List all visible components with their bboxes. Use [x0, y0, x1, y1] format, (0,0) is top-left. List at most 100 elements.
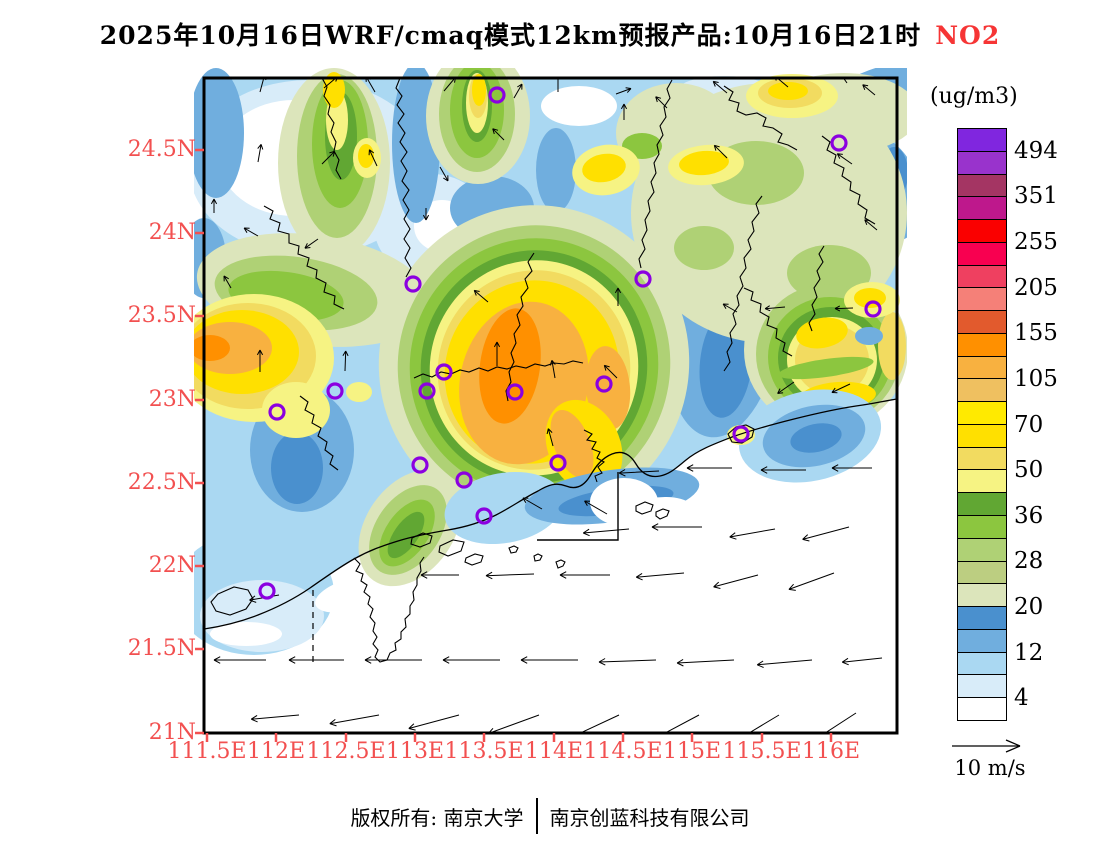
wind-arrow: [756, 659, 813, 668]
map-frame: [202, 76, 899, 735]
lat-label: 23.5N: [127, 303, 196, 328]
wind-arrow: [422, 208, 430, 221]
wind-arrow: [243, 227, 259, 237]
wind-arrow: [492, 128, 505, 141]
colorbar-tick-label: 105: [1014, 365, 1058, 392]
lon-label: 111.5E: [167, 739, 247, 764]
wind-arrow: [842, 78, 848, 84]
wind-arrow: [802, 526, 850, 542]
colorbar-segment: [958, 652, 1006, 676]
wind-arrow: [831, 383, 851, 394]
lon-label: 112.5E: [306, 739, 386, 764]
lon-label: 115.5E: [722, 739, 802, 764]
colorbar-segment: [958, 470, 1006, 494]
colorbar-segment: [958, 356, 1006, 380]
wind-arrow: [655, 96, 668, 109]
footer-owner: 版权所有: 南京大学: [350, 805, 524, 830]
station-marker: [830, 134, 848, 152]
colorbar-tick-label: 12: [1014, 639, 1044, 666]
wind-arrow: [834, 305, 854, 312]
colorbar-segment: [958, 220, 1006, 243]
page-title: 2025年10月16日WRF/cmaq模式12km预报产品:10月16日21时 N…: [0, 16, 1100, 52]
wind-arrow: [764, 305, 786, 312]
wind-arrow: [774, 78, 789, 88]
lon-label: 113E: [385, 739, 445, 764]
wind-arrow: [635, 572, 685, 581]
wind-arrow: [615, 87, 632, 95]
title-text: 2025年10月16日WRF/cmaq模式12km预报产品:10月16日21时: [99, 21, 922, 50]
wind-arrow: [250, 714, 300, 723]
lon-label: 112E: [246, 739, 306, 764]
colorbar-segment: [958, 333, 1006, 357]
wind-arrow: [408, 714, 460, 731]
station-marker: [634, 270, 652, 288]
colorbar-segment: [958, 516, 1006, 539]
wind-arrow: [256, 349, 264, 372]
wind-arrow: [729, 528, 776, 540]
wind-arrow: [582, 528, 630, 537]
wind-arrow: [223, 275, 232, 289]
wind-arrow: [288, 656, 344, 664]
wind-arrow: [213, 656, 266, 664]
wind-arrow: [676, 658, 735, 667]
colorbar-segment: [958, 265, 1006, 289]
colorbar-tick-label: 50: [1014, 457, 1044, 484]
station-marker: [411, 456, 429, 474]
wind-arrow: [420, 571, 459, 579]
wind-arrow: [364, 656, 422, 664]
station-marker: [455, 471, 473, 489]
colorbar-segment: [958, 379, 1006, 403]
colorbar-segment: [958, 629, 1006, 653]
colorbar-tick-label: 28: [1014, 548, 1044, 575]
colorbar-unit-label: (ug/m3): [930, 84, 1018, 109]
station-marker: [418, 382, 436, 400]
lat-label: 24N: [148, 220, 196, 245]
colorbar-segment: [958, 584, 1006, 608]
wind-arrow: [824, 712, 857, 733]
colorbar-tick-label: 36: [1014, 502, 1044, 529]
colorbar-segment: [958, 402, 1006, 425]
wind-arrow: [473, 289, 489, 303]
station-marker: [506, 383, 524, 401]
wind-legend-arrow-icon: [952, 739, 1021, 753]
station-marker: [326, 382, 344, 400]
lat-label: 24.5N: [127, 137, 196, 162]
title-pollutant: NO2: [935, 21, 1001, 50]
colorbar-segment: [958, 174, 1006, 198]
wind-arrow: [559, 571, 610, 579]
lon-label: 113.5E: [444, 739, 524, 764]
wind-arrow: [442, 656, 500, 664]
colorbar-segment: [958, 447, 1006, 471]
colorbar-tick-label: 494: [1014, 137, 1058, 164]
wind-arrow: [664, 714, 700, 733]
colorbar-tick-label: 351: [1014, 183, 1058, 210]
wind-arrow: [571, 714, 620, 733]
station-marker: [475, 507, 493, 525]
station-marker: [549, 454, 567, 472]
wind-arrow: [862, 84, 876, 96]
wind-legend-label: 10 m/s: [954, 756, 1026, 780]
station-marker: [864, 300, 882, 318]
colorbar-tick-label: 255: [1014, 229, 1058, 256]
lat-label: 22.5N: [127, 470, 196, 495]
colorbar-segment: [958, 242, 1006, 266]
wind-arrow: [777, 381, 795, 394]
colorbar-tick-label: 70: [1014, 411, 1044, 438]
colorbar-segment: [958, 538, 1006, 562]
colorbar-segment: [958, 424, 1006, 448]
station-marker: [435, 363, 453, 381]
colorbar-tick-label: 20: [1014, 594, 1044, 620]
wind-arrow: [620, 103, 628, 120]
wind-arrow: [686, 464, 732, 472]
colorbar: [957, 128, 1007, 721]
wind-arrow: [210, 198, 218, 213]
colorbar-segment: [958, 151, 1006, 175]
wind-arrow: [831, 464, 872, 472]
wind-arrow: [493, 341, 501, 366]
wind-arrow: [760, 466, 806, 474]
station-marker: [488, 86, 506, 104]
lon-label: 114.5E: [583, 739, 663, 764]
wind-arrow: [836, 153, 853, 165]
station-marker: [595, 375, 613, 393]
